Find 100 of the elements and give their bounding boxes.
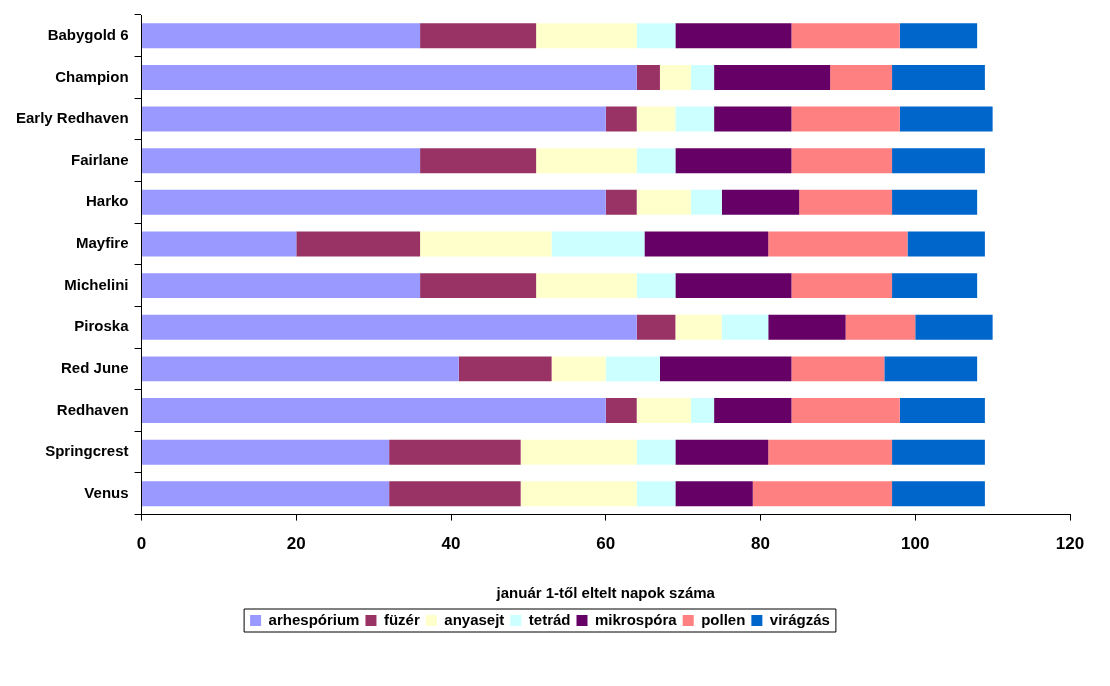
y-tick-label: Red June [61, 359, 129, 377]
bar [636, 314, 676, 340]
bar [636, 106, 676, 132]
x-tick-label: 20 [286, 534, 306, 554]
bar [420, 148, 537, 174]
bar [636, 439, 676, 465]
x-tick-label: 80 [751, 534, 770, 554]
bar [142, 314, 637, 340]
y-tick-label: Early Redhaven [15, 109, 129, 127]
x-tick-label: 100 [901, 534, 930, 554]
bar [892, 273, 978, 299]
bar [907, 231, 985, 257]
bar [520, 481, 637, 507]
bar [142, 231, 297, 257]
legend-label: mikrospóra [595, 610, 678, 628]
bar [752, 481, 893, 507]
bar [791, 106, 900, 132]
bar [721, 189, 800, 215]
legend-label: anyasejt [444, 610, 505, 628]
bar [675, 481, 753, 507]
y-tick-label: Springcrest [45, 442, 129, 460]
bar [536, 148, 637, 174]
bar [142, 481, 390, 507]
legend-label: arhespórium [268, 610, 360, 628]
bar [636, 64, 660, 90]
bar [791, 398, 900, 424]
bar [551, 231, 645, 257]
bar [892, 189, 978, 215]
legend-label: tetrád [528, 610, 571, 628]
bar [636, 481, 676, 507]
y-tick-label: Babygold 6 [47, 25, 129, 43]
bar [675, 273, 792, 299]
bar [768, 439, 893, 465]
legend-label: pollen [701, 610, 746, 628]
bar [142, 148, 421, 174]
bar [142, 106, 606, 132]
bar [791, 23, 900, 49]
bar [791, 273, 893, 299]
bar [892, 439, 985, 465]
bar [791, 356, 885, 382]
bar [915, 314, 993, 340]
bar [830, 64, 893, 90]
bar [636, 273, 676, 299]
bar [659, 64, 691, 90]
y-tick-label: Redhaven [56, 400, 129, 418]
bar [721, 314, 769, 340]
bar [714, 106, 792, 132]
bar [636, 189, 691, 215]
bar [636, 398, 691, 424]
bar [142, 64, 637, 90]
bar [605, 189, 637, 215]
bar [675, 148, 792, 174]
y-tick-label: Harko [86, 192, 129, 210]
bar [690, 64, 715, 90]
bar [142, 23, 421, 49]
bar [536, 23, 637, 49]
bar [420, 231, 552, 257]
bar [768, 314, 846, 340]
bar [605, 106, 637, 132]
x-tick-label: 120 [1055, 534, 1085, 554]
bar [659, 356, 792, 382]
bar [892, 64, 985, 90]
bar [536, 273, 637, 299]
bar [636, 148, 676, 174]
bar [142, 189, 606, 215]
bar [296, 231, 421, 257]
bar [551, 356, 606, 382]
bar [899, 398, 985, 424]
bar [636, 23, 676, 49]
bar [791, 148, 893, 174]
bar [520, 439, 637, 465]
bar [690, 189, 722, 215]
bar [899, 106, 993, 132]
bar [714, 64, 831, 90]
bar [675, 439, 769, 465]
bar [420, 273, 537, 299]
bar [644, 231, 769, 257]
bar [389, 439, 521, 465]
y-tick-label: Mayfire [76, 234, 129, 252]
y-tick-label: Michelini [64, 275, 129, 293]
x-tick-label: 40 [441, 534, 461, 554]
bar [458, 356, 552, 382]
bar [389, 481, 521, 507]
y-tick-label: Fairlane [71, 150, 129, 168]
y-tick-label: Piroska [74, 317, 130, 335]
x-tick-label: 0 [136, 534, 147, 554]
bar [675, 23, 792, 49]
bar [675, 106, 715, 132]
legend-label: virágzás [769, 610, 830, 628]
x-tick-label: 60 [596, 534, 616, 554]
y-tick-label: Champion [55, 67, 129, 85]
x-axis-title: január 1-től eltelt napok száma [495, 584, 716, 602]
bar [690, 398, 715, 424]
bar [714, 398, 792, 424]
bar [845, 314, 916, 340]
bar [899, 23, 978, 49]
bar [768, 231, 908, 257]
bar [142, 398, 606, 424]
bar [142, 439, 390, 465]
bar [892, 148, 985, 174]
